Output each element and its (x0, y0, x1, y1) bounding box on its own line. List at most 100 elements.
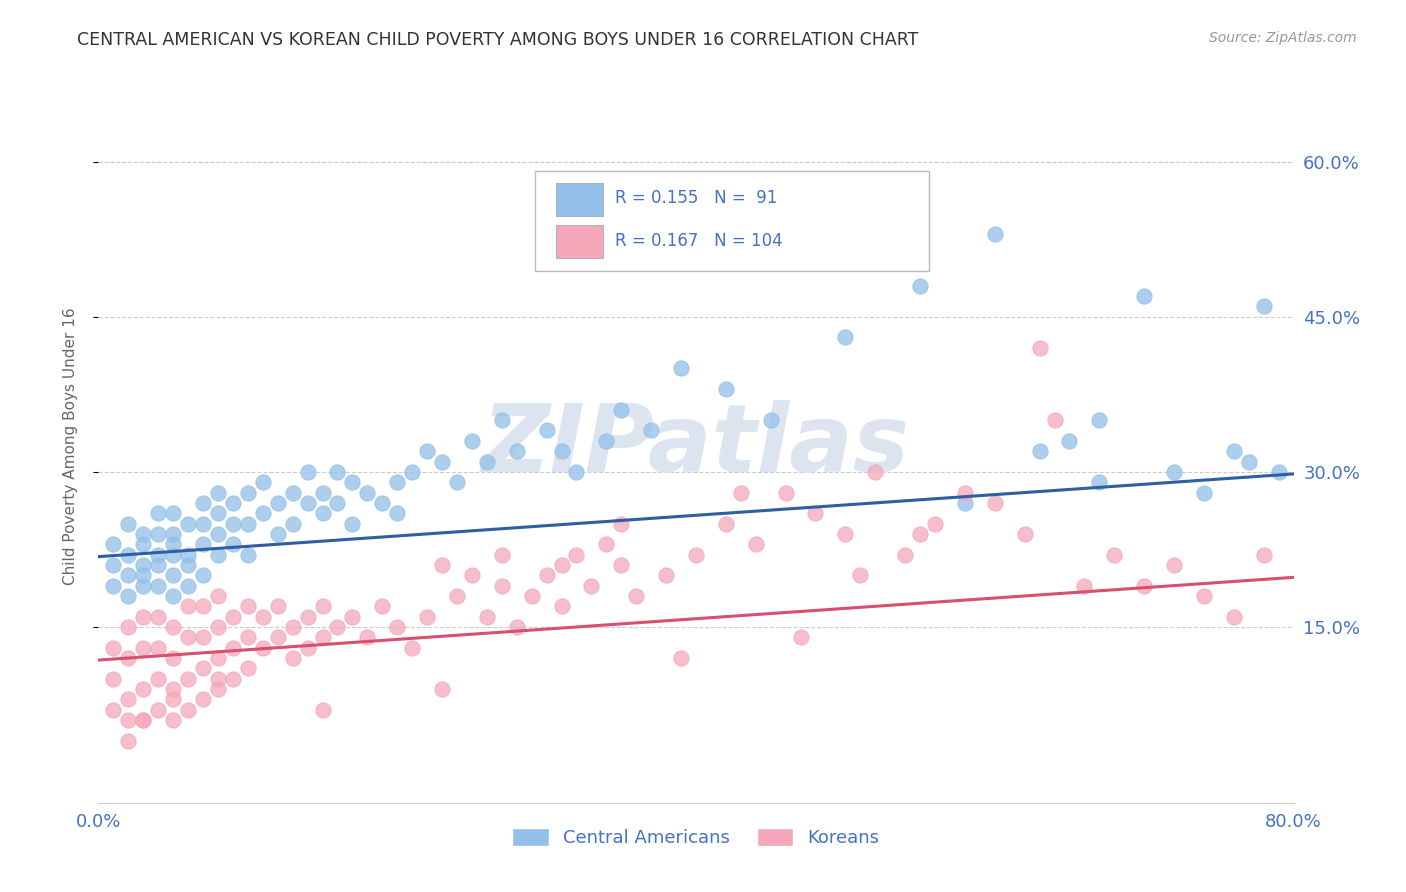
Text: R = 0.155   N =  91: R = 0.155 N = 91 (614, 189, 778, 207)
Point (371, 496, 394, 510)
Point (207, 589, 229, 603)
Point (759, 413, 782, 427)
Point (132, 640, 155, 655)
Point (326, 465, 349, 479)
Point (177, 548, 200, 562)
Point (1192, 589, 1215, 603)
Point (311, 506, 333, 520)
Point (834, 330, 856, 344)
Point (416, 444, 439, 458)
Point (162, 620, 184, 634)
Point (103, 640, 125, 655)
Point (162, 692, 184, 706)
Point (103, 537, 125, 551)
Point (162, 537, 184, 551)
Point (401, 465, 423, 479)
Point (148, 527, 170, 541)
Point (953, 485, 976, 500)
Point (132, 568, 155, 582)
Point (132, 537, 155, 551)
Point (252, 475, 274, 490)
Point (565, 548, 588, 562)
Point (222, 516, 245, 531)
Point (148, 672, 170, 686)
Point (371, 599, 394, 614)
Point (1192, 485, 1215, 500)
Point (177, 558, 200, 572)
Point (1223, 609, 1246, 624)
Point (117, 733, 139, 747)
Point (385, 506, 409, 520)
Point (849, 568, 872, 582)
Point (789, 630, 811, 644)
Point (207, 681, 229, 696)
Point (267, 630, 290, 644)
Point (236, 630, 259, 644)
Point (117, 713, 139, 727)
Point (117, 516, 139, 531)
Point (236, 661, 259, 675)
Point (550, 444, 572, 458)
Point (207, 506, 229, 520)
Point (311, 703, 333, 717)
Point (117, 589, 139, 603)
Point (267, 527, 290, 541)
Point (297, 640, 319, 655)
Point (475, 454, 498, 468)
Point (655, 568, 678, 582)
Text: ZIPatlas: ZIPatlas (482, 400, 910, 492)
Point (475, 609, 498, 624)
Point (984, 227, 1007, 241)
Point (207, 672, 229, 686)
Point (1267, 465, 1289, 479)
Point (207, 527, 229, 541)
Point (491, 413, 513, 427)
Point (132, 681, 155, 696)
Point (491, 548, 513, 562)
Point (148, 506, 170, 520)
Point (148, 548, 170, 562)
Point (236, 548, 259, 562)
Point (1253, 299, 1275, 313)
Point (1163, 465, 1185, 479)
Text: Source: ZipAtlas.com: Source: ZipAtlas.com (1209, 31, 1357, 45)
Point (1028, 444, 1050, 458)
Y-axis label: Child Poverty Among Boys Under 16: Child Poverty Among Boys Under 16 (63, 307, 77, 585)
Point (207, 485, 229, 500)
Point (162, 548, 184, 562)
Point (326, 620, 349, 634)
Point (207, 548, 229, 562)
Point (385, 475, 409, 490)
Point (326, 496, 349, 510)
Point (430, 454, 453, 468)
Point (342, 475, 364, 490)
Point (132, 713, 155, 727)
Point (191, 537, 214, 551)
Point (103, 579, 125, 593)
Point (536, 568, 558, 582)
Point (984, 496, 1007, 510)
Point (162, 527, 184, 541)
Point (267, 496, 290, 510)
Point (401, 640, 423, 655)
Point (581, 579, 603, 593)
Point (640, 424, 662, 438)
Point (297, 609, 319, 624)
FancyBboxPatch shape (557, 183, 603, 216)
Point (1014, 527, 1036, 541)
Point (595, 537, 617, 551)
Point (117, 568, 139, 582)
Point (1237, 454, 1260, 468)
Point (461, 568, 484, 582)
Point (252, 506, 274, 520)
Point (924, 516, 946, 531)
Point (103, 558, 125, 572)
Point (267, 599, 290, 614)
Point (311, 630, 333, 644)
Point (236, 485, 259, 500)
Point (894, 548, 917, 562)
Point (177, 579, 200, 593)
Point (281, 485, 304, 500)
Point (1088, 475, 1111, 490)
Point (506, 620, 529, 634)
